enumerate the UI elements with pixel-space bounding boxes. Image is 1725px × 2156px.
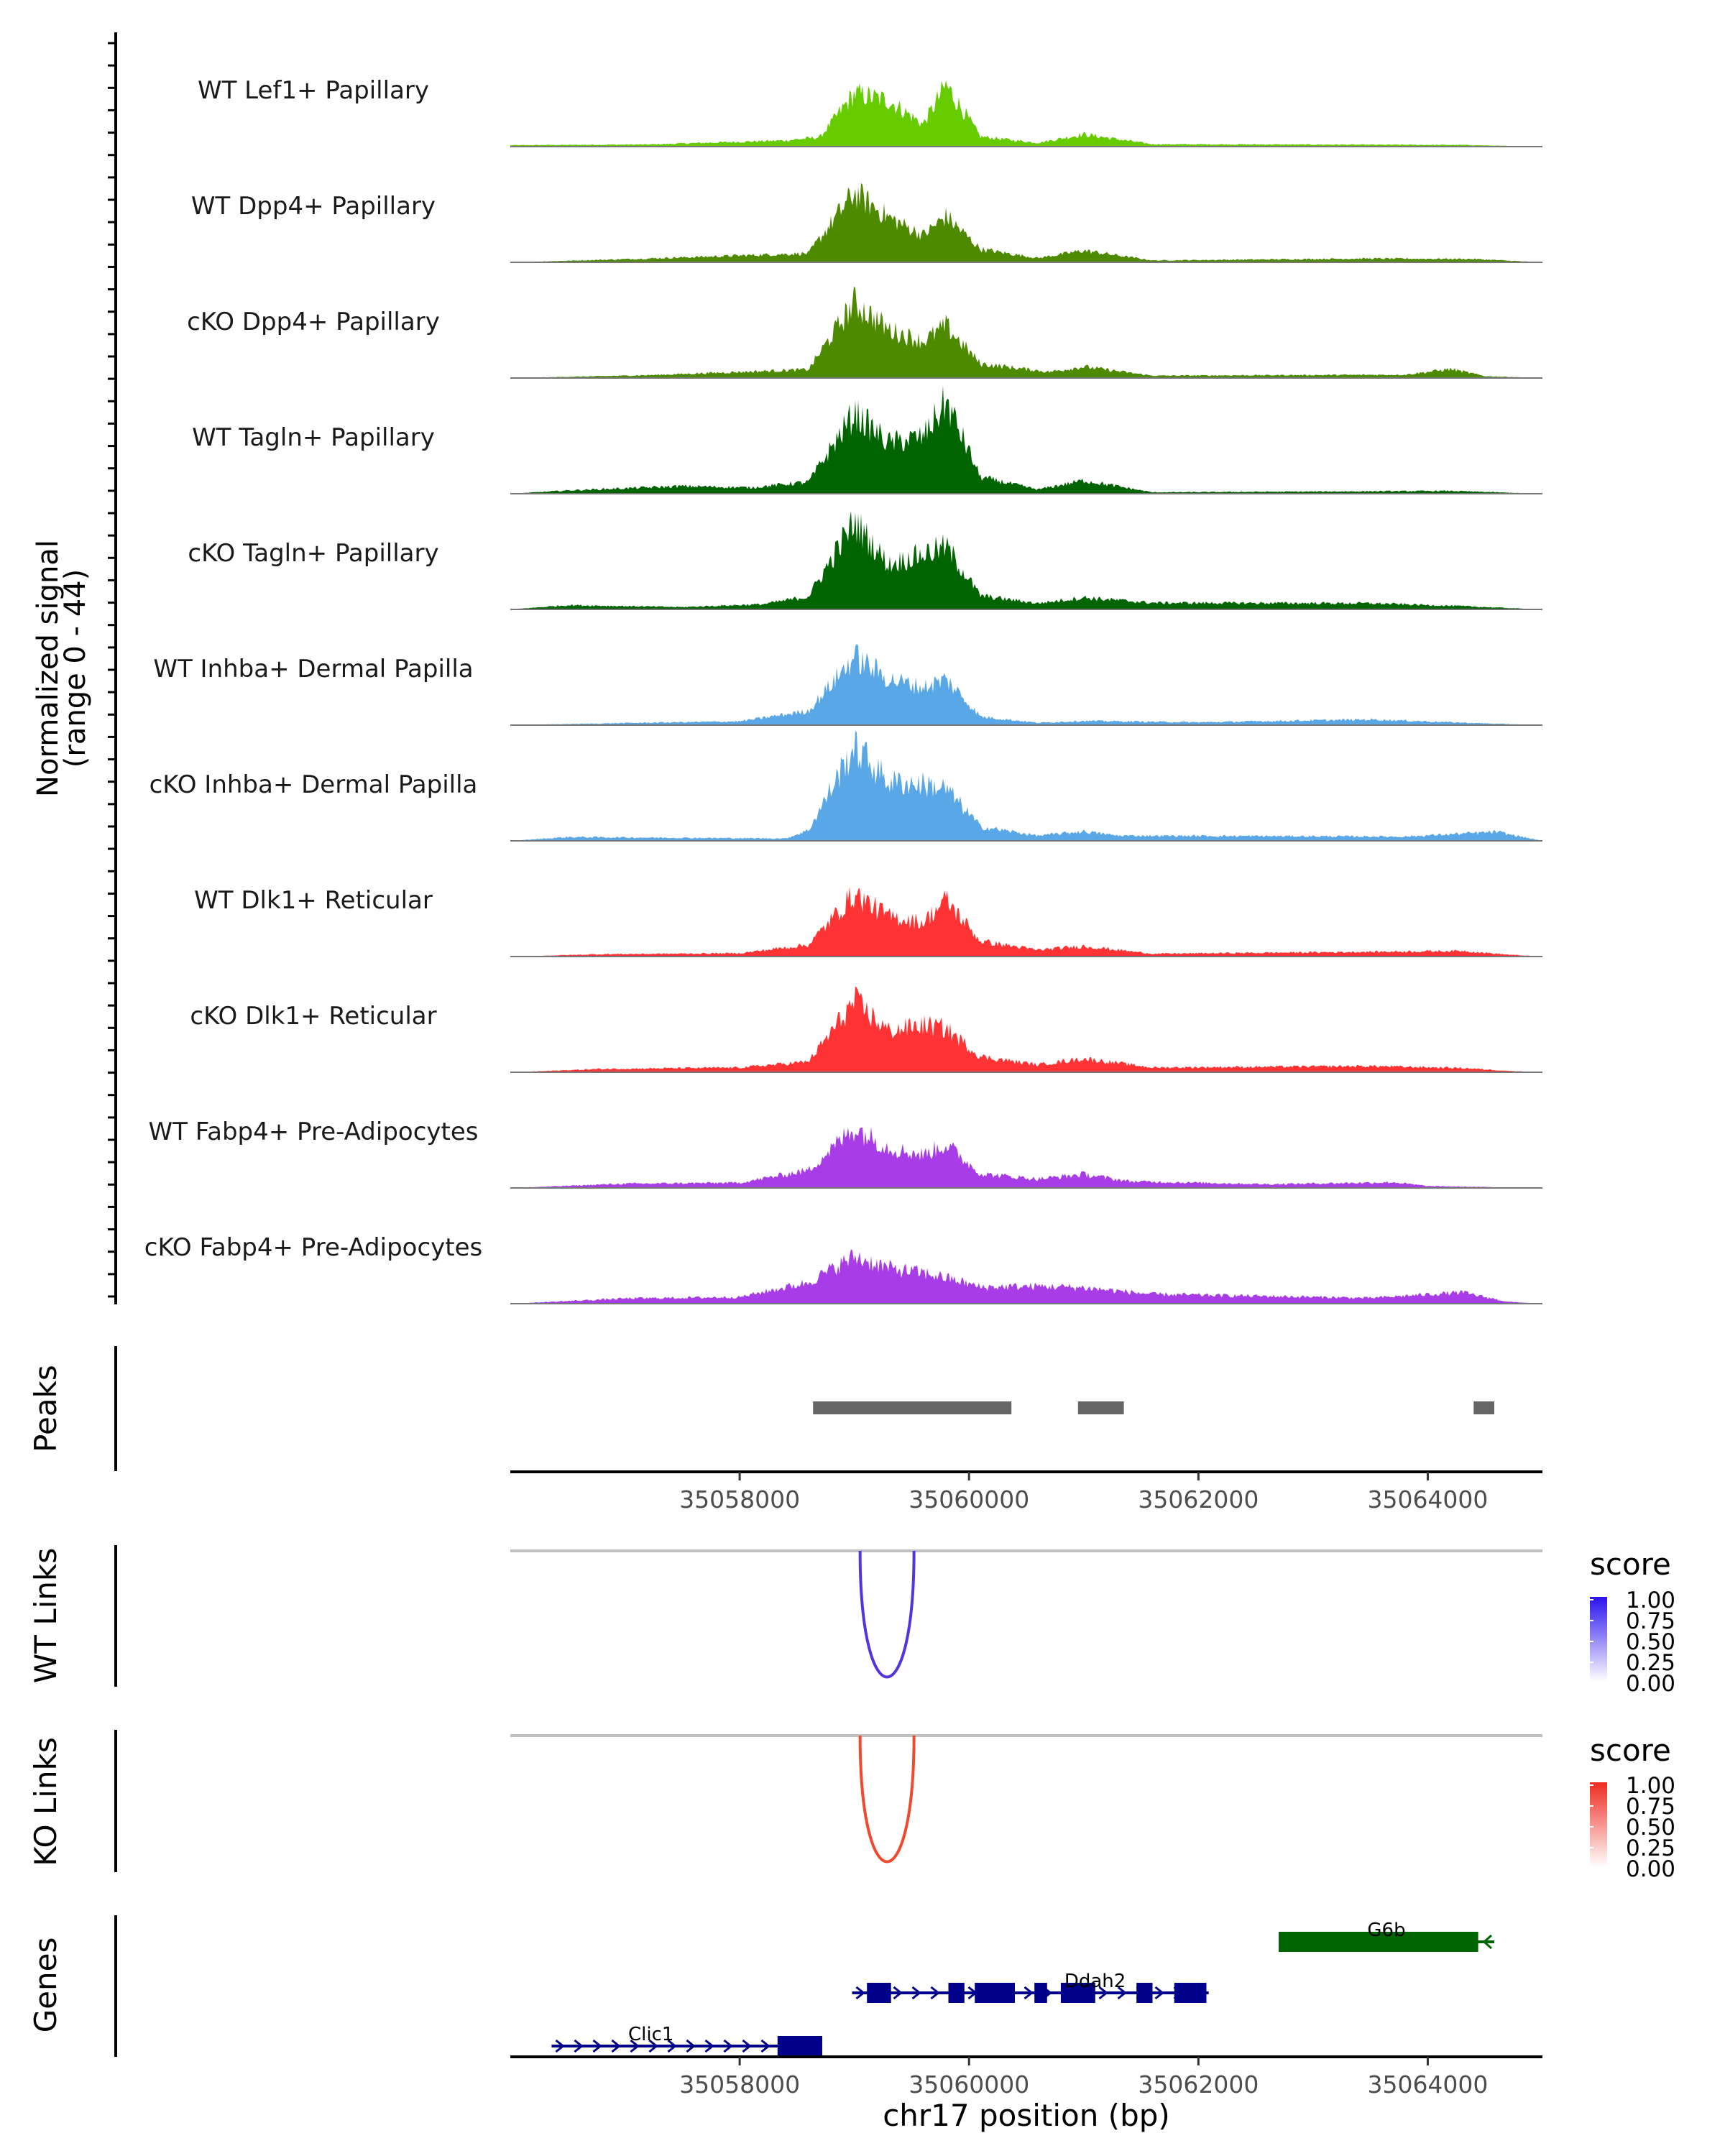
- genome-x-tick-label: 35064000: [1367, 2070, 1488, 2099]
- strand-arrow: [1482, 1934, 1492, 1950]
- coverage-area: [510, 1249, 1542, 1304]
- ko-legend-colorbar: [1590, 1782, 1607, 1867]
- genome-x-tick-label: 35058000: [679, 2070, 800, 2099]
- peak-region: [1473, 1401, 1494, 1414]
- track-label: WT Lef1+ Papillary: [198, 76, 429, 105]
- strand-arrow: [893, 1986, 903, 2000]
- strand-arrow: [760, 2039, 770, 2053]
- wt-legend-title: score: [1590, 1547, 1671, 1582]
- coverage-y-ticks: [108, 42, 116, 1298]
- legend-tick-label: 1.00: [1626, 1588, 1675, 1613]
- coverage-ylabel-line2: (range 0 - 44): [59, 569, 92, 768]
- coverage-area: [510, 886, 1542, 957]
- coverage-area: [510, 986, 1542, 1072]
- gene-exon: [975, 1983, 1015, 2003]
- ko-link-arc: [858, 1735, 916, 1864]
- legend-tick-label: 0.25: [1626, 1835, 1675, 1861]
- strand-arrow: [911, 1986, 921, 2000]
- wt-link-arc: [858, 1550, 916, 1679]
- gene-exon: [777, 2036, 822, 2056]
- strand-arrow: [592, 2039, 602, 2053]
- gene-name: Clic1: [628, 2024, 673, 2045]
- coverage-area: [510, 643, 1542, 725]
- genome-x-tick-label: 35060000: [908, 1485, 1029, 1514]
- gene-exon: [948, 1983, 965, 2003]
- strand-arrow: [686, 2039, 696, 2053]
- track-label: WT Dpp4+ Papillary: [191, 192, 436, 221]
- strand-arrow: [1098, 1986, 1108, 2000]
- legend-tick-label: 0.75: [1626, 1794, 1675, 1820]
- strand-arrow: [611, 2039, 621, 2053]
- track-label: WT Fabp4+ Pre-Adipocytes: [149, 1118, 479, 1146]
- wt-legend-ticks: 1.000.750.500.250.00: [1590, 1588, 1675, 1697]
- peak-region: [813, 1401, 1012, 1414]
- strand-arrow: [648, 2039, 658, 2053]
- track-label: cKO Tagln+ Papillary: [188, 539, 438, 568]
- track-label: cKO Fabp4+ Pre-Adipocytes: [144, 1233, 483, 1262]
- peak-region: [1077, 1401, 1124, 1414]
- coverage-area: [510, 511, 1542, 609]
- track-label: WT Inhba+ Dermal Papilla: [153, 655, 473, 683]
- legend-tick-label: 0.00: [1626, 1856, 1675, 1882]
- strand-arrow: [723, 2039, 733, 2053]
- genome-x-ticks-top: 35058000 35060000 35062000 35064000: [679, 1472, 1488, 1514]
- track-label: cKO Inhba+ Dermal Papilla: [150, 770, 478, 799]
- strand-arrow: [742, 2039, 752, 2053]
- track-label: cKO Dlk1+ Reticular: [190, 1002, 436, 1031]
- strand-arrow: [930, 1986, 940, 2000]
- strand-arrow: [667, 2039, 677, 2053]
- coverage-area: [510, 183, 1542, 262]
- track-label: WT Dlk1+ Reticular: [194, 886, 433, 915]
- legend-tick-label: 0.50: [1626, 1629, 1675, 1655]
- peak-regions: [813, 1401, 1494, 1414]
- coverage-area: [510, 731, 1542, 841]
- wt-legend-colorbar: [1590, 1597, 1607, 1682]
- strand-arrow: [1117, 1986, 1127, 2000]
- genome-x-tick-label: 35058000: [679, 1485, 800, 1514]
- gene-models: G6b Ddah2 Clic1: [551, 1920, 1494, 2056]
- coverage-area: [510, 286, 1542, 378]
- track-label: WT Tagln+ Papillary: [192, 423, 435, 452]
- peaks-label: Peaks: [28, 1365, 63, 1452]
- gene-exon: [867, 1983, 891, 2003]
- coverage-area: [510, 385, 1542, 494]
- coverage-area: [510, 1127, 1542, 1188]
- gene-exon: [1034, 1983, 1047, 2003]
- ko-links-label: KO Links: [28, 1737, 63, 1866]
- gene-name: Ddah2: [1064, 1971, 1126, 1992]
- coverage-ylabel-line1: Normalized signal: [32, 540, 65, 797]
- gene-exon: [1060, 1983, 1095, 2003]
- genome-x-ticks-bottom: 35058000 35060000 35062000 35064000: [679, 2057, 1488, 2099]
- genes-label: Genes: [28, 1938, 63, 2033]
- strand-arrow: [1154, 1986, 1164, 2000]
- strand-arrow: [555, 2039, 565, 2053]
- coverage-tracks: WT Lef1+ Papillary WT Dpp4+ Papillary cKO …: [144, 76, 1542, 1304]
- legend-tick-label: 0.75: [1626, 1608, 1675, 1634]
- gene-exon: [1136, 1983, 1153, 2003]
- legend-tick-label: 0.25: [1626, 1650, 1675, 1676]
- strand-arrow: [574, 2039, 584, 2053]
- genome-x-tick-label: 35064000: [1367, 1485, 1488, 1514]
- legend-tick-label: 1.00: [1626, 1773, 1675, 1799]
- legend-tick-label: 0.00: [1626, 1671, 1675, 1697]
- gene-name: G6b: [1367, 1920, 1405, 1941]
- wt-links-label: WT Links: [28, 1548, 63, 1683]
- legend-tick-label: 0.50: [1626, 1815, 1675, 1841]
- genome-xlabel: chr17 position (bp): [883, 2098, 1170, 2133]
- genome-x-tick-label: 35062000: [1138, 2070, 1259, 2099]
- coverage-area: [510, 80, 1542, 147]
- gene-exon: [1174, 1983, 1207, 2003]
- ko-legend-ticks: 1.000.750.500.250.00: [1590, 1773, 1675, 1882]
- genome-x-tick-label: 35060000: [908, 2070, 1029, 2099]
- strand-arrow: [1024, 1986, 1034, 2000]
- genome-x-tick-label: 35062000: [1138, 1485, 1259, 1514]
- gene-exon: [1279, 1932, 1478, 1952]
- strand-arrow: [630, 2039, 640, 2053]
- strand-arrow: [704, 2039, 714, 2053]
- track-label: cKO Dpp4+ Papillary: [187, 308, 440, 336]
- ko-legend-title: score: [1590, 1733, 1671, 1768]
- strand-arrow: [855, 1986, 865, 2000]
